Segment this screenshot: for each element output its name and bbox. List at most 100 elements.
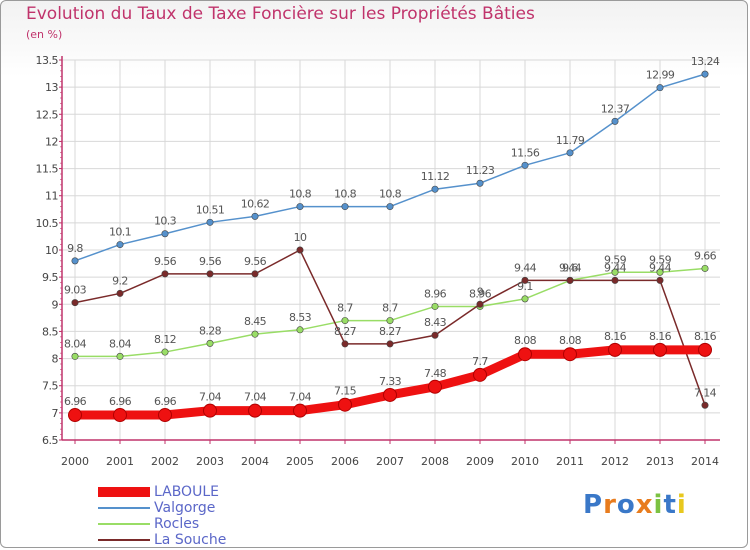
x-tick-label: 2005 bbox=[286, 455, 314, 468]
data-label-laboule: 7.33 bbox=[379, 375, 402, 388]
data-label-la-souche: 9.56 bbox=[199, 255, 222, 268]
data-label-la-souche: 7.14 bbox=[694, 386, 717, 399]
logo-letter: t bbox=[663, 490, 677, 520]
data-label-rocles: 9.1 bbox=[517, 280, 533, 293]
x-tick-label: 2010 bbox=[511, 455, 539, 468]
series-point-la-souche bbox=[566, 276, 574, 284]
data-label-laboule: 8.16 bbox=[694, 330, 717, 343]
data-label-valgorge: 11.12 bbox=[421, 170, 450, 183]
data-label-rocles: 9.66 bbox=[694, 249, 717, 262]
series-point-valgorge bbox=[161, 230, 169, 238]
x-tick-label: 2000 bbox=[61, 455, 89, 468]
data-label-rocles: 8.96 bbox=[424, 287, 447, 300]
series-point-valgorge bbox=[341, 203, 349, 211]
series-point-laboule bbox=[68, 408, 82, 423]
data-label-la-souche: 10 bbox=[294, 231, 307, 244]
series-point-valgorge bbox=[566, 149, 574, 157]
unit-label: (en %) bbox=[26, 28, 63, 41]
x-tick-label: 2003 bbox=[196, 455, 224, 468]
series-point-rocles bbox=[161, 348, 169, 356]
logo-letter: P bbox=[583, 490, 604, 520]
data-label-valgorge: 10.1 bbox=[109, 226, 131, 239]
data-label-laboule: 6.96 bbox=[64, 395, 87, 408]
data-label-valgorge: 10.51 bbox=[196, 203, 225, 216]
series-point-la-souche bbox=[71, 299, 79, 307]
x-tick-label: 2008 bbox=[421, 455, 449, 468]
data-label-valgorge: 13.24 bbox=[691, 55, 720, 68]
data-label-rocles: 8.7 bbox=[382, 302, 398, 315]
y-tick-label: 13.5 bbox=[36, 54, 59, 67]
data-label-la-souche: 8.43 bbox=[424, 316, 447, 329]
chart-title: Evolution du Taux de Taxe Foncière sur l… bbox=[26, 4, 535, 24]
y-tick-label: 7 bbox=[52, 407, 59, 420]
series-point-valgorge bbox=[611, 117, 619, 125]
series-point-laboule bbox=[608, 342, 622, 357]
data-label-valgorge: 11.56 bbox=[511, 146, 540, 159]
legend-label-la-souche: La Souche bbox=[154, 532, 227, 548]
data-label-laboule: 7.04 bbox=[289, 391, 312, 404]
series-point-la-souche bbox=[431, 331, 439, 339]
y-tick-label: 9.5 bbox=[42, 271, 58, 284]
data-label-laboule: 6.96 bbox=[109, 395, 132, 408]
series-point-valgorge bbox=[296, 203, 304, 211]
data-label-valgorge: 11.23 bbox=[466, 164, 495, 177]
series-point-laboule bbox=[698, 342, 712, 357]
x-tick-label: 2011 bbox=[556, 455, 584, 468]
data-label-rocles: 8.45 bbox=[244, 315, 267, 328]
data-label-la-souche: 9.03 bbox=[64, 284, 87, 297]
data-label-rocles: 8.28 bbox=[199, 324, 222, 337]
legend-swatch-rocles bbox=[98, 523, 150, 525]
series-point-valgorge bbox=[71, 257, 79, 265]
y-tick-label: 7.5 bbox=[42, 380, 58, 393]
series-point-valgorge bbox=[431, 185, 439, 193]
data-label-rocles: 8.96 bbox=[469, 287, 492, 300]
series-point-rocles bbox=[341, 317, 349, 325]
data-label-rocles: 9.59 bbox=[649, 253, 672, 266]
y-tick-label: 9 bbox=[52, 298, 59, 311]
series-point-la-souche bbox=[116, 289, 124, 297]
data-label-rocles: 8.12 bbox=[154, 333, 176, 346]
x-tick-label: 2004 bbox=[241, 455, 269, 468]
data-label-layer: 9.8 10.1 10.3 10.51 10.62 10.8 10.8 10.8 11.12 11… bbox=[64, 55, 720, 408]
data-label-rocles: 8.7 bbox=[337, 302, 353, 315]
series-point-rocles bbox=[431, 302, 439, 310]
series-point-la-souche bbox=[206, 270, 214, 278]
y-tick-label: 8.5 bbox=[42, 325, 58, 338]
logo-letter: r bbox=[603, 490, 617, 520]
data-label-la-souche: 8.27 bbox=[334, 325, 357, 338]
series-point-la-souche bbox=[341, 340, 349, 348]
series-point-la-souche bbox=[521, 276, 529, 284]
series-point-laboule bbox=[518, 347, 532, 362]
logo-letter: x bbox=[635, 490, 654, 520]
data-label-valgorge: 9.8 bbox=[67, 242, 83, 255]
x-tick-label: 2012 bbox=[601, 455, 629, 468]
series-point-valgorge bbox=[116, 241, 124, 249]
series-point-rocles bbox=[521, 295, 529, 303]
series-point-valgorge bbox=[206, 218, 214, 226]
legend-label-laboule: LABOULE bbox=[154, 484, 219, 500]
series-point-la-souche bbox=[251, 270, 259, 278]
data-label-valgorge: 10.8 bbox=[334, 188, 357, 201]
series-point-laboule bbox=[248, 403, 262, 418]
legend-swatch-valgorge bbox=[98, 507, 150, 509]
series-point-rocles bbox=[116, 352, 124, 360]
data-label-la-souche: 9.56 bbox=[154, 255, 177, 268]
series-point-rocles bbox=[206, 339, 214, 347]
logo-letter: i bbox=[676, 490, 687, 520]
series-point-rocles bbox=[656, 268, 664, 276]
data-label-laboule: 8.16 bbox=[649, 330, 672, 343]
data-label-la-souche: 9.44 bbox=[649, 261, 672, 274]
data-label-valgorge: 12.37 bbox=[601, 102, 630, 115]
series-point-valgorge bbox=[251, 212, 259, 220]
data-label-rocles: 9.6 bbox=[562, 261, 578, 274]
data-label-valgorge: 12.99 bbox=[646, 69, 675, 82]
x-tick-label: 2009 bbox=[466, 455, 494, 468]
series-point-valgorge bbox=[701, 70, 709, 78]
series-point-valgorge bbox=[521, 161, 529, 169]
data-label-laboule: 8.08 bbox=[559, 334, 582, 347]
series-point-laboule bbox=[428, 379, 442, 394]
y-tick-label: 11 bbox=[45, 190, 58, 203]
logo-letter: o bbox=[616, 490, 636, 520]
logo-letter: i bbox=[653, 490, 664, 520]
